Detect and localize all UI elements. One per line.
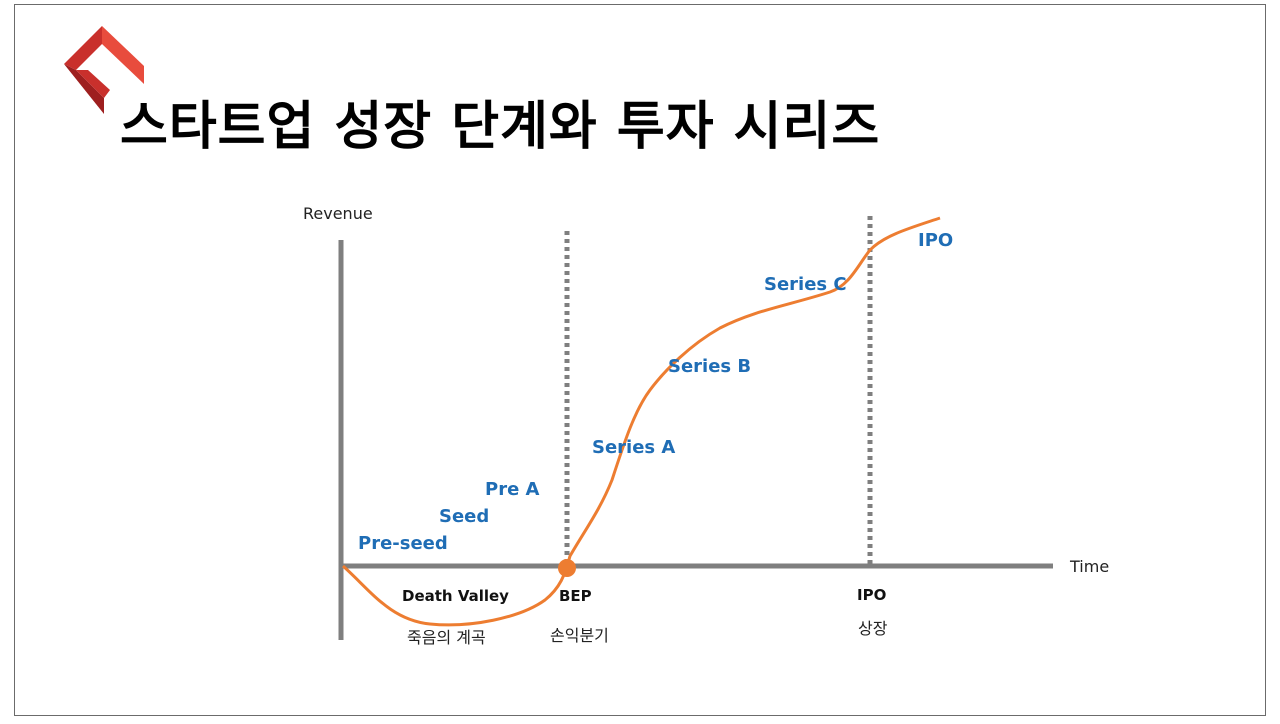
- stage-label-ipo: IPO: [918, 230, 953, 251]
- death-valley-label: Death Valley: [402, 587, 509, 605]
- stage-label-pre-seed: Pre-seed: [358, 533, 448, 554]
- bep-dot: [558, 559, 576, 577]
- stage-label-series-b: Series B: [668, 356, 751, 377]
- page-title: 스타트업 성장 단계와 투자 시리즈: [120, 97, 881, 157]
- growth-curve: [342, 216, 941, 627]
- y-axis-label: Revenue: [303, 204, 373, 223]
- x-axis-label: Time: [1069, 557, 1109, 576]
- ipo-marker-sublabel: 상장: [858, 619, 888, 638]
- bep-sublabel: 손익분기: [550, 626, 609, 645]
- ipo-marker-label: IPO: [857, 586, 886, 604]
- stage-label-series-c: Series C: [764, 274, 847, 295]
- slide: [14, 4, 1266, 716]
- stage-label-pre-a: Pre A: [485, 479, 540, 500]
- stage-label-series-a: Series A: [592, 437, 675, 458]
- stage-label-seed: Seed: [439, 506, 489, 527]
- logo-icon: [64, 26, 144, 114]
- bep-label: BEP: [559, 587, 592, 605]
- death-valley-sublabel: 죽음의 계곡: [407, 628, 486, 647]
